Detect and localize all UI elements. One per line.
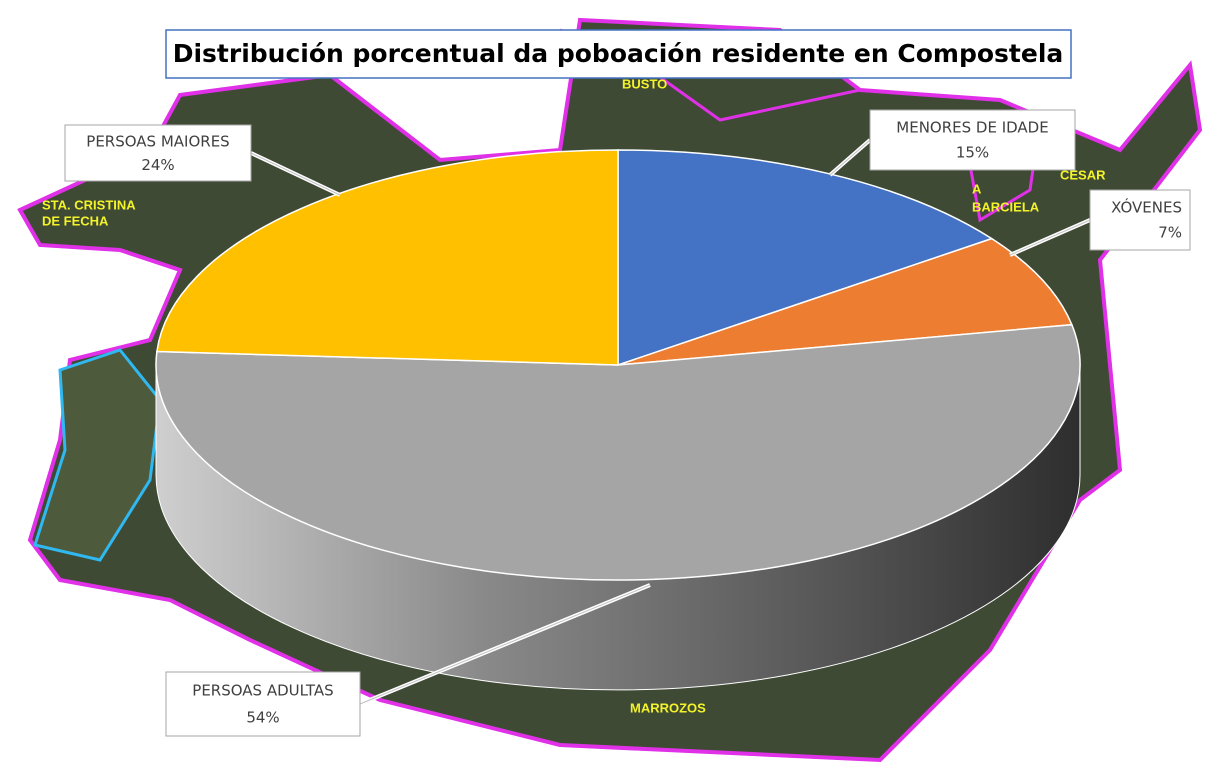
data-label-name: PERSOAS MAIORES <box>86 132 229 150</box>
map-label: DE FECHA <box>42 213 109 228</box>
data-label: 54% <box>246 709 279 727</box>
slice <box>156 149 619 366</box>
slice <box>155 323 1081 581</box>
slice <box>617 149 994 367</box>
data-label-name: XÓVENES <box>1111 198 1182 217</box>
label-box <box>64 124 252 182</box>
map-label: BARCIELA <box>972 199 1040 214</box>
label-box <box>869 109 1076 171</box>
label-box <box>165 671 361 737</box>
data-label: 15% <box>956 144 989 162</box>
map-label: A <box>972 181 982 196</box>
slice <box>617 237 1073 366</box>
title-box <box>165 29 1072 79</box>
chart-title: Distribución porcentual da poboación res… <box>173 39 1064 68</box>
leader-line <box>1009 219 1091 256</box>
data-label-name: MENORES DE IDADE <box>896 119 1048 137</box>
data-label: 7% <box>1158 224 1182 242</box>
map-label: CESAR <box>1060 167 1106 182</box>
map-label: STA. CRISTINA <box>42 197 136 212</box>
label-box <box>1089 189 1191 251</box>
map-label: MARROZOS <box>630 700 706 715</box>
leader-line <box>250 152 341 196</box>
leader-line <box>359 584 651 705</box>
data-label: 24% <box>141 156 174 174</box>
data-label-name: PERSOAS ADULTAS <box>192 682 333 700</box>
leader-line <box>829 139 871 176</box>
map-label: BUSTO <box>622 76 667 91</box>
map-region <box>33 348 162 562</box>
